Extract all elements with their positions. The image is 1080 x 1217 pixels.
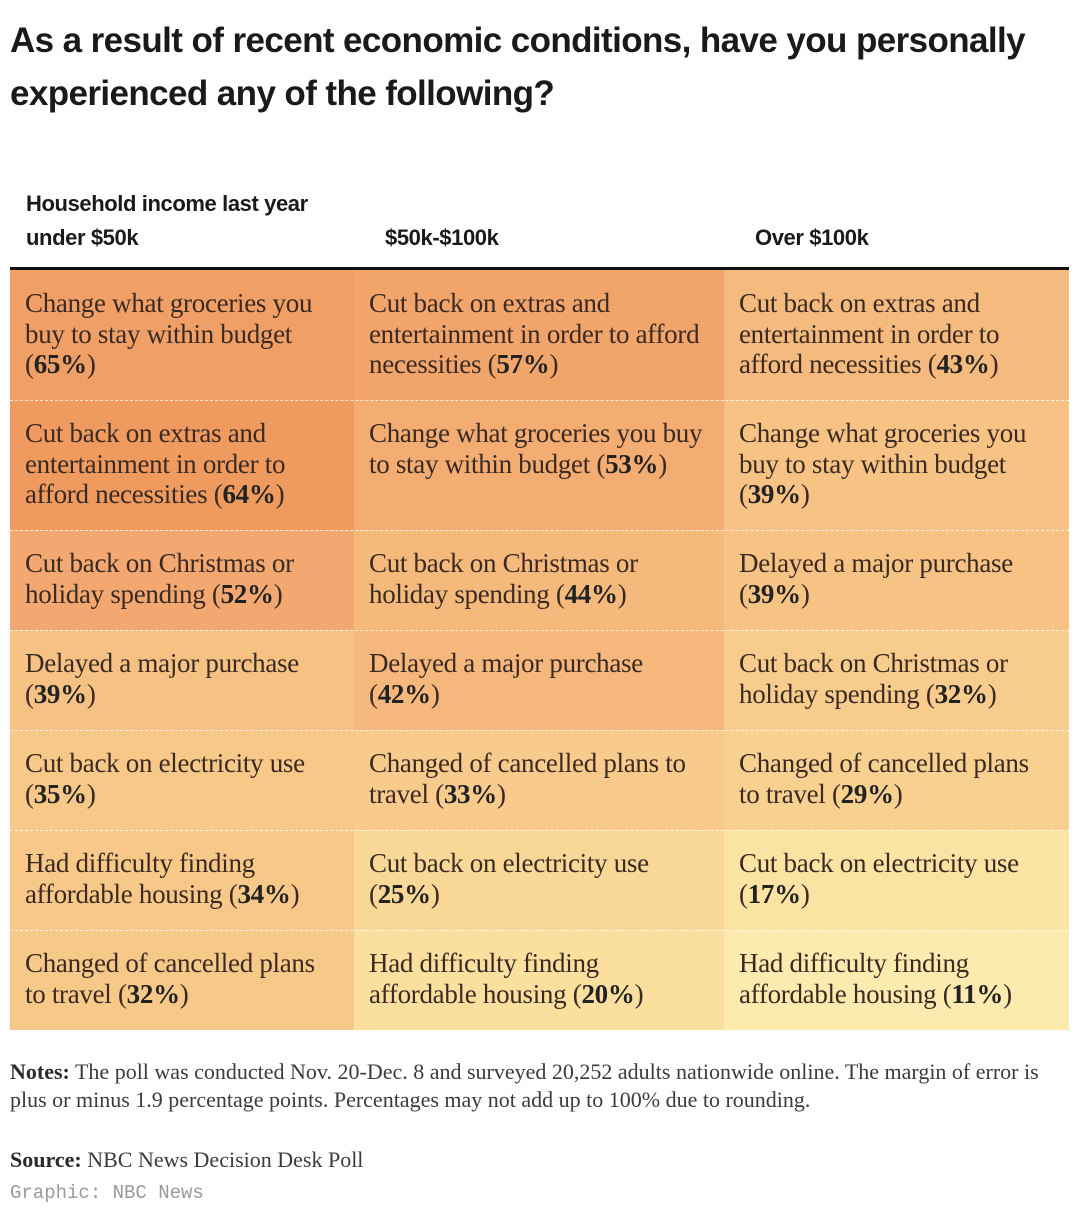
cell-label: Changed of cancelled plans to travel (369, 748, 686, 809)
table-cell: Cut back on Christmas or holiday spendin… (724, 630, 1069, 730)
cell-percentage: 32% (934, 678, 988, 709)
cell-label: Cut back on electricity use (369, 848, 649, 878)
notes-label: Notes: (10, 1059, 70, 1084)
cell-label: Delayed a major purchase (25, 648, 299, 678)
cell-label: Had difficulty finding affordable housin… (739, 948, 969, 1009)
cell-label: Change what groceries you buy to stay wi… (739, 418, 1027, 479)
cell-percentage: 34% (237, 878, 291, 909)
table-cell: Change what groceries you buy to stay wi… (10, 270, 354, 400)
cell-percentage: 11% (951, 978, 1004, 1009)
table-cell: Had difficulty finding affordable housin… (10, 830, 354, 930)
cell-label: Change what groceries you buy to stay wi… (25, 288, 313, 349)
cell-percentage: 25% (377, 878, 431, 909)
cell-percentage: 43% (936, 349, 990, 379)
cell-percentage: 65% (33, 349, 87, 379)
source: Source: NBC News Decision Desk Poll (10, 1146, 363, 1174)
table-cell: Cut back on Christmas or holiday spendin… (10, 530, 354, 630)
cell-percentage: 64% (222, 479, 276, 509)
table-cell: Cut back on extras and entertainment in … (724, 270, 1069, 400)
cell-percentage: 33% (443, 778, 497, 809)
source-label: Source: (10, 1147, 82, 1172)
cell-label: Delayed a major purchase (369, 648, 643, 678)
cell-percentage: 39% (747, 578, 801, 609)
table-cell: Changed of cancelled plans to travel (29… (724, 730, 1069, 830)
cell-percentage: 35% (33, 778, 87, 809)
table-cell: Change what groceries you buy to stay wi… (354, 400, 724, 530)
table-cell: Cut back on electricity use (25%) (354, 830, 724, 930)
table-cell: Cut back on extras and entertainment in … (354, 270, 724, 400)
table-cell: Cut back on electricity use (17%) (724, 830, 1069, 930)
income-group-label: Household income last year (26, 191, 308, 216)
cell-percentage: 42% (377, 678, 431, 709)
table-cell: Changed of cancelled plans to travel (33… (354, 730, 724, 830)
row-separator (10, 730, 1069, 731)
row-separator (10, 930, 1069, 931)
row-separator (10, 630, 1069, 631)
cell-label: Cut back on extras and entertainment in … (25, 418, 286, 509)
column-header-under-50k: under $50k (26, 225, 139, 250)
table-cell: Had difficulty finding affordable housin… (724, 930, 1069, 1030)
cell-label: Delayed a major purchase (739, 548, 1013, 578)
table-cell: Had difficulty finding affordable housin… (354, 930, 724, 1030)
column-header-over-100k: Over $100k (755, 225, 869, 250)
header-rule (10, 267, 1069, 270)
cell-percentage: 57% (496, 349, 550, 379)
cell-label: Changed of cancelled plans to travel (25, 948, 315, 1009)
cell-percentage: 20% (581, 978, 635, 1009)
table-cell: Change what groceries you buy to stay wi… (724, 400, 1069, 530)
cell-label: Cut back on electricity use (739, 848, 1019, 878)
column-header-50k-100k: $50k-$100k (385, 225, 499, 250)
cell-percentage: 32% (126, 978, 180, 1009)
cell-label: Cut back on Christmas or holiday spendin… (369, 548, 638, 609)
cell-label: Had difficulty finding affordable housin… (369, 948, 599, 1009)
table-cell: Cut back on Christmas or holiday spendin… (354, 530, 724, 630)
notes: Notes: The poll was conducted Nov. 20-De… (10, 1058, 1050, 1114)
table-cell: Delayed a major purchase (39%) (10, 630, 354, 730)
cell-label: Cut back on Christmas or holiday spendin… (25, 548, 294, 609)
table-cell: Changed of cancelled plans to travel (32… (10, 930, 354, 1030)
cell-percentage: 17% (747, 878, 801, 909)
cell-percentage: 52% (220, 578, 274, 609)
table-cell: Cut back on extras and entertainment in … (10, 400, 354, 530)
graphic-credit: Graphic: NBC News (10, 1182, 204, 1204)
cell-percentage: 44% (564, 578, 618, 609)
cell-label: Cut back on Christmas or holiday spendin… (739, 648, 1008, 709)
table-cell: Delayed a major purchase (42%) (354, 630, 724, 730)
cell-label: Change what groceries you buy to stay wi… (369, 418, 703, 479)
cell-label: Cut back on extras and entertainment in … (369, 288, 700, 379)
notes-text: The poll was conducted Nov. 20-Dec. 8 an… (10, 1059, 1039, 1112)
row-separator (10, 530, 1069, 531)
table-cell: Delayed a major purchase (39%) (724, 530, 1069, 630)
cell-percentage: 53% (605, 448, 659, 479)
row-separator (10, 830, 1069, 831)
cell-percentage: 39% (747, 479, 801, 509)
cell-label: Cut back on electricity use (25, 748, 305, 778)
chart-title: As a result of recent economic condition… (10, 21, 1026, 113)
cell-label: Cut back on extras and entertainment in … (739, 288, 1000, 379)
cell-label: Changed of cancelled plans to travel (739, 748, 1029, 809)
cell-percentage: 39% (33, 678, 87, 709)
table-cell: Cut back on electricity use (35%) (10, 730, 354, 830)
cell-percentage: 29% (840, 778, 894, 809)
cell-label: Had difficulty finding affordable housin… (25, 848, 255, 909)
row-separator (10, 400, 1069, 401)
heatmap-table: Change what groceries you buy to stay wi… (10, 270, 1069, 1030)
source-text: NBC News Decision Desk Poll (87, 1147, 364, 1172)
